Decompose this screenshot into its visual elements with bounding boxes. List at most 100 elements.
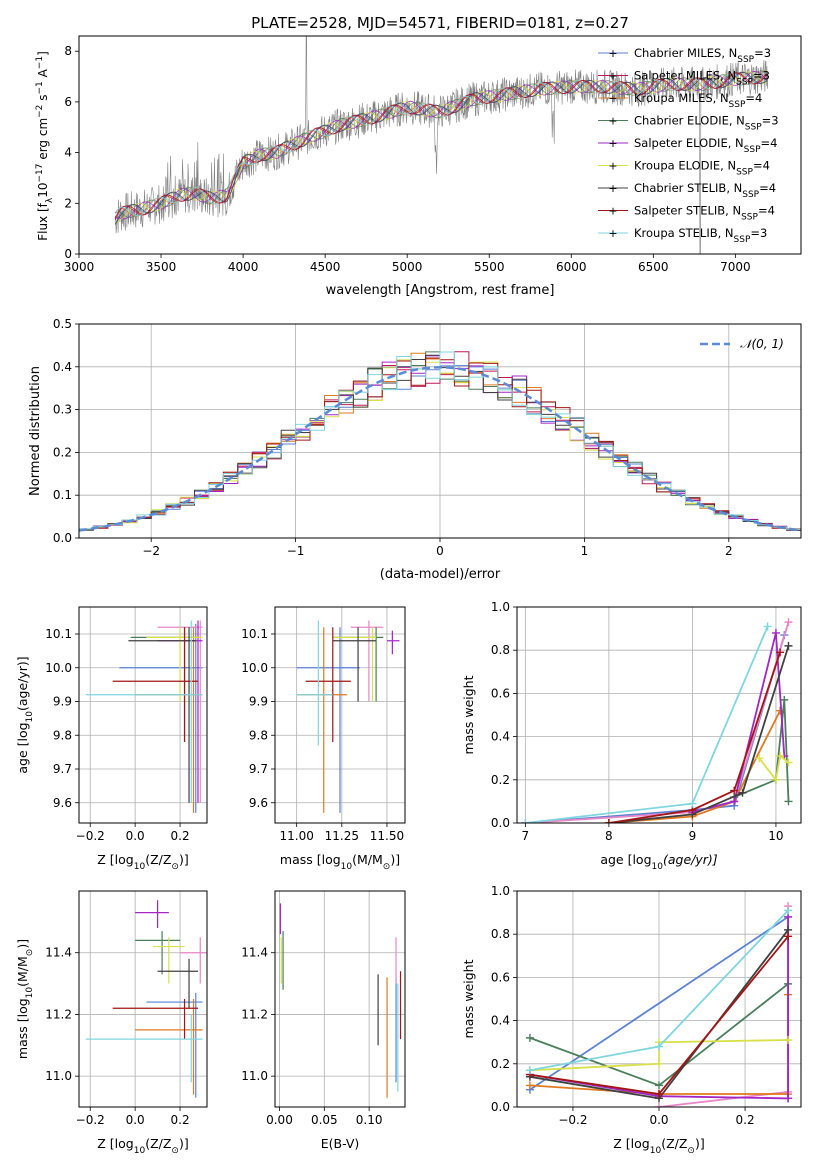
series-marker — [771, 628, 780, 637]
legend: + Chabrier MILES, NSSP=3+ Salpeter MILES, … — [598, 46, 779, 245]
label-part: =4 — [759, 181, 776, 195]
label-part: =3 — [753, 69, 770, 83]
series-marker — [730, 797, 739, 806]
label-part: Kroupa STELIB, N — [634, 226, 734, 240]
x-tick-label: 7 — [522, 829, 530, 843]
series-marker — [525, 1081, 534, 1090]
label-part: −17 — [35, 164, 45, 183]
y-tick-label: 11.4 — [241, 946, 268, 960]
mass_vs_Z-marks — [85, 900, 207, 1098]
y-tick-label: 0.2 — [53, 445, 72, 459]
series-marker — [776, 648, 785, 657]
y-axis-label: Normed distribution — [28, 366, 43, 496]
label-part: ] — [36, 51, 50, 56]
label-part: (M/M — [352, 852, 383, 867]
label-part: =3 — [762, 114, 779, 128]
label-part: SSP — [737, 55, 754, 65]
label-part: =4 — [753, 159, 770, 173]
label-part: −1 — [35, 56, 45, 69]
label-part: 10 — [341, 862, 353, 872]
legend-entry: Kroupa STELIB, NSSP=3 — [634, 226, 767, 245]
label-part: mass [log — [15, 998, 30, 1059]
label-part: SSP — [744, 145, 761, 155]
series-marker — [604, 819, 613, 823]
series-marker — [763, 622, 772, 631]
spectrum-axes: 3000 3500 4000 4500 5000 5500 6000 6500 7000 0 2 4 6… — [35, 35, 802, 298]
axes-frame — [78, 890, 208, 1108]
label-part: ⊙ — [171, 862, 179, 872]
y-tick-label: 9.8 — [53, 728, 72, 742]
label-part: 10 — [134, 1146, 146, 1156]
x-tick-label: 0.2 — [171, 1113, 190, 1127]
series-marker — [738, 788, 747, 797]
y-tick-label: 4 — [64, 146, 72, 160]
x-tick-label: 0.2 — [736, 1113, 755, 1127]
x-tick-label: 0.0 — [126, 1113, 145, 1127]
residuals-marks — [79, 351, 801, 532]
figure-title: PLATE=2528, MJD=54571, FIBERID=0181, z=0… — [251, 14, 629, 32]
series-line — [529, 1039, 789, 1072]
y-tick-label: 0 — [64, 247, 72, 261]
axes-frame — [78, 35, 802, 255]
label-part: −2 — [35, 105, 45, 118]
x-tick-label: −2 — [142, 544, 160, 558]
series-marker — [655, 1059, 663, 1068]
series-marker — [525, 1033, 534, 1042]
label-part: =4 — [745, 91, 762, 105]
y-tick-label: 1.0 — [491, 884, 510, 898]
label-part: Chabrier ELODIE, N — [634, 114, 745, 128]
label-part: SSP — [729, 100, 746, 110]
series-marker — [784, 1094, 793, 1103]
series-marker — [688, 799, 697, 808]
legend-entry: Kroupa MILES, NSSP=4 — [634, 91, 762, 110]
label-part: 10 — [650, 1146, 662, 1156]
y-tick-label: 9.6 — [53, 796, 72, 810]
axes-frame — [78, 323, 802, 539]
y-tick-label: 11.4 — [45, 946, 72, 960]
mass_vs_EBV-axes: 0.00 0.05 0.10 11.0 11.2 11.4 E(B-V) — [241, 890, 406, 1151]
label-part: Chabrier MILES, N — [634, 46, 737, 60]
y-tick-label: 0.0 — [491, 1100, 510, 1114]
x-tick-label: 6000 — [556, 260, 587, 274]
model-line — [114, 72, 768, 221]
series-marker — [784, 1036, 793, 1045]
y-tick-label: 0.4 — [491, 1014, 510, 1028]
label-part: ⊙ — [25, 949, 35, 957]
massweight_vs_Z-axes: −0.2 0.0 0.2 0.0 0.2 0.4 0.6 0.8 1.0 mass weight Z… — [461, 884, 802, 1156]
series-marker — [655, 1103, 663, 1107]
legend-entry: Salpeter MILES, NSSP=3 — [634, 69, 770, 88]
x-tick-label: −1 — [287, 544, 305, 558]
label-part: erg cm — [36, 118, 50, 164]
x-tick-label: 11.50 — [370, 829, 404, 843]
y-tick-label: 0.0 — [491, 816, 510, 830]
label-part: Kroupa ELODIE, N — [634, 159, 736, 173]
y-tick-label: 1.0 — [491, 600, 510, 614]
y-tick-label: 0.6 — [491, 970, 510, 984]
label-part: ⊙ — [171, 1146, 179, 1156]
y-axis-label: mass weight — [461, 959, 476, 1038]
series-line — [525, 621, 790, 823]
series-marker — [525, 1066, 534, 1075]
legend-entry: Salpeter STELIB, NSSP=4 — [634, 204, 775, 223]
axes-frame — [78, 606, 208, 824]
legend-marker: + — [608, 137, 617, 150]
y-tick-label: 0.8 — [491, 643, 510, 657]
axes-frame — [274, 890, 406, 1108]
legend-entry: Chabrier ELODIE, NSSP=3 — [634, 114, 779, 133]
model-line — [115, 70, 768, 220]
residuals-axes: −2 −1 0 1 2 0.0 0.1 0.2 0.3 0.4 0.5 𝒩(0, 1) (data-mo… — [28, 317, 802, 582]
label-part: (Z/Z — [145, 852, 171, 867]
y-tick-label: 10.0 — [241, 661, 268, 675]
x-tick-label: 4500 — [310, 260, 341, 274]
legend-entry: Kroupa ELODIE, NSSP=4 — [634, 159, 770, 178]
label-part: SSP — [736, 168, 753, 178]
label-part: Chabrier STELIB, N — [634, 181, 742, 195]
legend-entry: Salpeter ELODIE, NSSP=4 — [634, 136, 777, 155]
y-tick-label: 9.7 — [249, 762, 268, 776]
legend-marker: + — [608, 115, 617, 128]
legend-entry: Chabrier MILES, NSSP=3 — [634, 46, 771, 65]
y-tick-label: 10.1 — [241, 627, 268, 641]
series-line — [692, 632, 786, 814]
y-tick-label: 10.0 — [45, 661, 72, 675]
